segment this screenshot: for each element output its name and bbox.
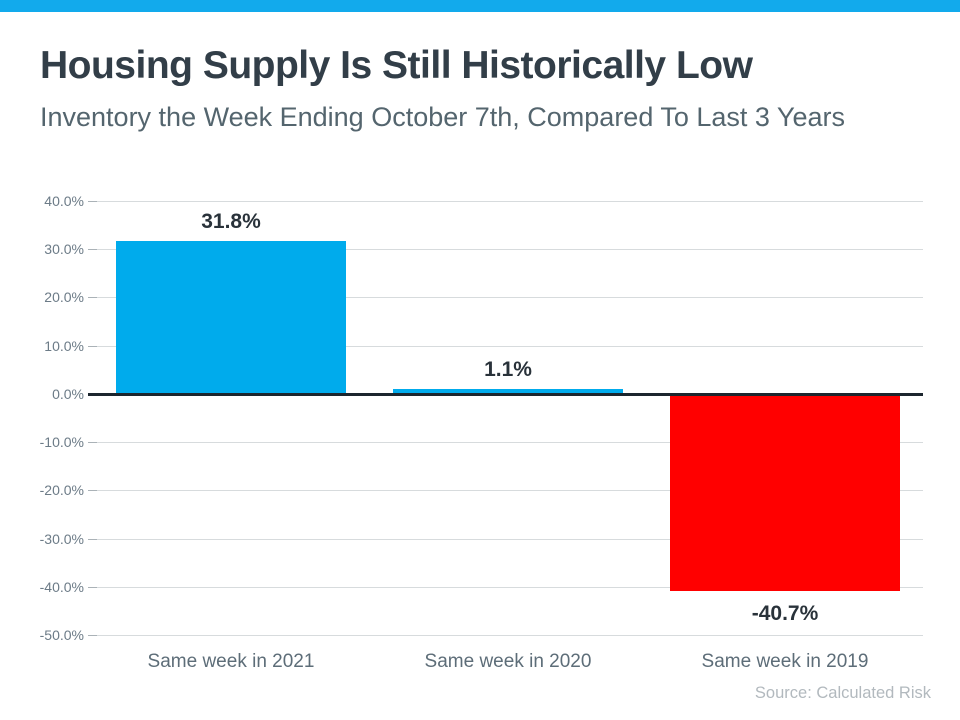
axis-tick [88, 297, 97, 298]
x-axis-label: Same week in 2019 [701, 651, 869, 672]
axis-tick [88, 346, 97, 347]
gridline [92, 539, 923, 540]
gridline [92, 297, 923, 298]
page-subtitle: Inventory the Week Ending October 7th, C… [40, 102, 845, 132]
bar [670, 395, 900, 591]
y-axis-label: 0.0% [52, 386, 84, 402]
y-axis-label: 30.0% [44, 241, 84, 257]
top-accent-bar [0, 0, 960, 12]
bar [393, 389, 623, 394]
axis-tick [88, 442, 97, 443]
axis-tick [88, 201, 97, 202]
gridline [92, 442, 923, 443]
y-axis-label: 20.0% [44, 289, 84, 305]
bar-value-label: -40.7% [751, 602, 819, 625]
y-axis-label: 40.0% [44, 193, 84, 209]
x-axis-label: Same week in 2020 [424, 651, 592, 672]
gridline [92, 346, 923, 347]
y-axis-label: 10.0% [44, 338, 84, 354]
y-axis-label: -10.0% [39, 434, 84, 450]
y-axis-label: -30.0% [39, 531, 84, 547]
bar [116, 241, 346, 394]
gridline [92, 587, 923, 588]
gridline [92, 201, 923, 202]
y-axis-label: -20.0% [39, 482, 84, 498]
y-axis-label: -40.0% [39, 579, 84, 595]
page-title: Housing Supply Is Still Historically Low [40, 44, 753, 87]
axis-tick [88, 635, 97, 636]
x-axis-label: Same week in 2021 [147, 651, 315, 672]
y-axis-label: -50.0% [39, 627, 84, 643]
axis-tick [88, 249, 97, 250]
zero-axis-line [88, 393, 923, 396]
gridline [92, 249, 923, 250]
gridline [92, 635, 923, 636]
bar-value-label: 1.1% [484, 358, 532, 381]
gridline [92, 490, 923, 491]
axis-tick [88, 539, 97, 540]
bar-value-label: 31.8% [201, 210, 261, 233]
axis-tick [88, 587, 97, 588]
axis-tick [88, 490, 97, 491]
source-attribution: Source: Calculated Risk [754, 684, 931, 702]
